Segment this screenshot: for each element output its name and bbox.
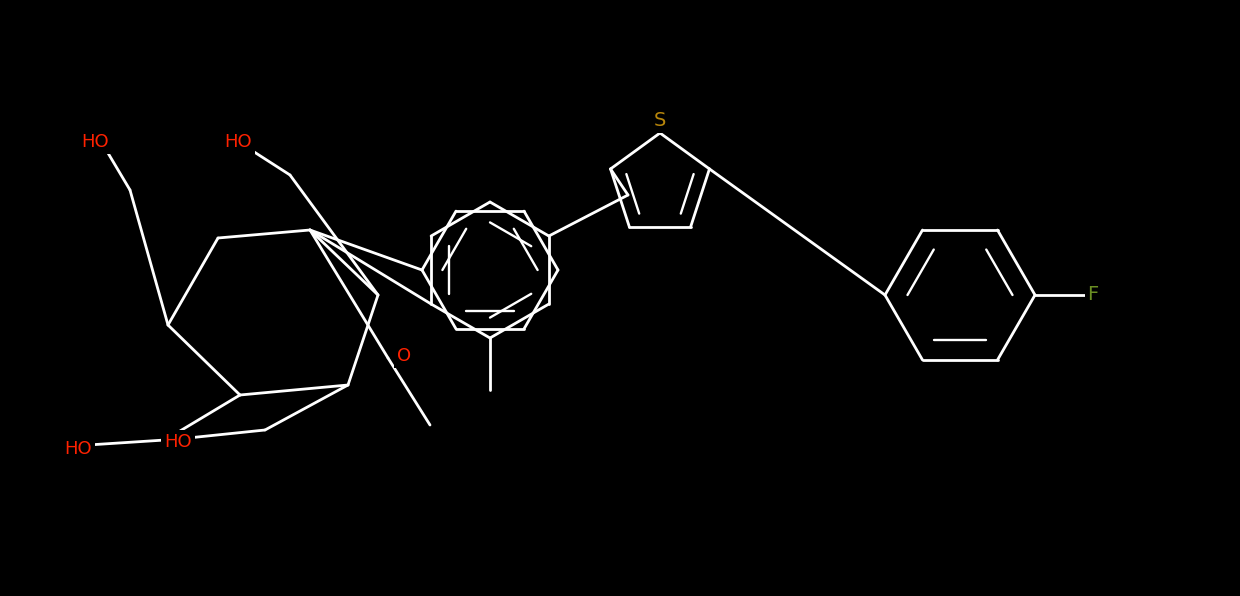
Text: O: O (397, 347, 412, 365)
Text: F: F (1087, 285, 1099, 305)
Text: HO: HO (81, 133, 109, 151)
Text: HO: HO (164, 433, 192, 451)
Text: S: S (653, 111, 666, 131)
Text: HO: HO (224, 133, 252, 151)
Text: HO: HO (64, 440, 92, 458)
